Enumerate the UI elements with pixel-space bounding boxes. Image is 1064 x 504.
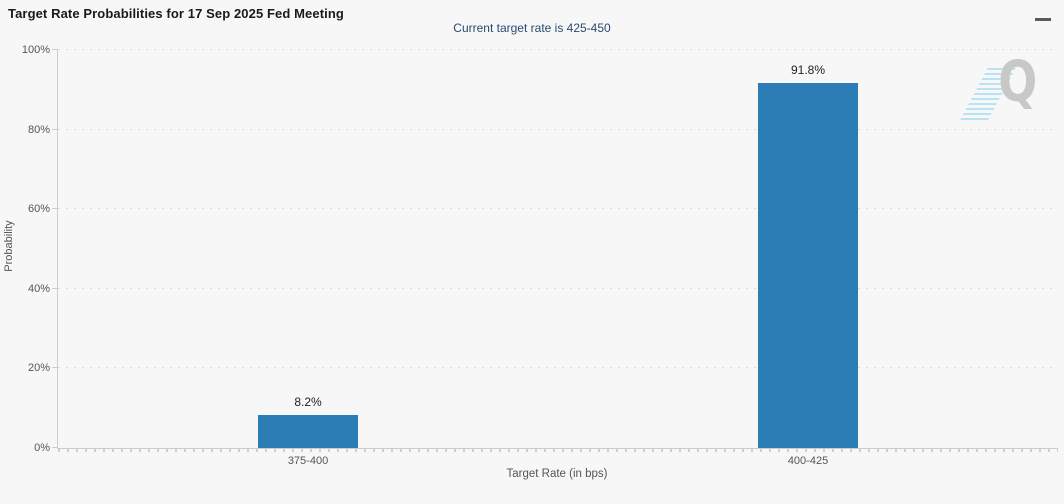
gridline-100 [58,49,1058,50]
y-tick-mark [52,128,58,130]
bar-400-425[interactable] [758,82,858,448]
bar-value-label: 91.8% [790,62,826,77]
x-axis-title: Target Rate (in bps) [506,468,608,480]
bar-value-label: 8.2% [294,395,322,410]
bar-375-400[interactable] [258,415,358,448]
y-tick-label: 80% [27,123,50,136]
x-tick-label: 375-400 [287,455,329,467]
chart-subtitle: Current target rate is 425-450 [453,21,611,35]
y-tick-mark [52,208,58,210]
hamburger-bar [1035,18,1051,21]
y-tick-label: 40% [27,282,50,295]
category-slot-375-400: 8.2% 375-400 [58,50,558,467]
x-tick-label: 400-425 [787,455,829,467]
y-tick-mark [52,447,58,448]
y-tick-mark [52,367,58,369]
y-tick-label: 20% [27,362,50,375]
y-axis-title: Probability [3,220,15,272]
hamburger-menu-icon[interactable] [1035,8,1051,21]
y-tick-label: 60% [27,203,50,216]
gridline-60 [58,208,1058,210]
category-slot-400-425: 91.8% 400-425 [558,50,1058,467]
plot-area: Q 0% 20% 40% 60% 80% 100% 8.2% 375-400 91.8% 400-… [22,44,1058,467]
gridline-20 [58,367,1058,369]
x-axis-minor-ticks [58,449,1058,452]
gridline-80 [58,128,1058,130]
chart-title: Target Rate Probabilities for 17 Sep 202… [8,6,344,21]
y-tick-mark [52,49,58,50]
y-tick-mark [52,287,58,289]
y-tick-label: 100% [21,44,50,56]
y-tick-label: 0% [34,442,50,454]
gridline-40 [58,287,1058,289]
